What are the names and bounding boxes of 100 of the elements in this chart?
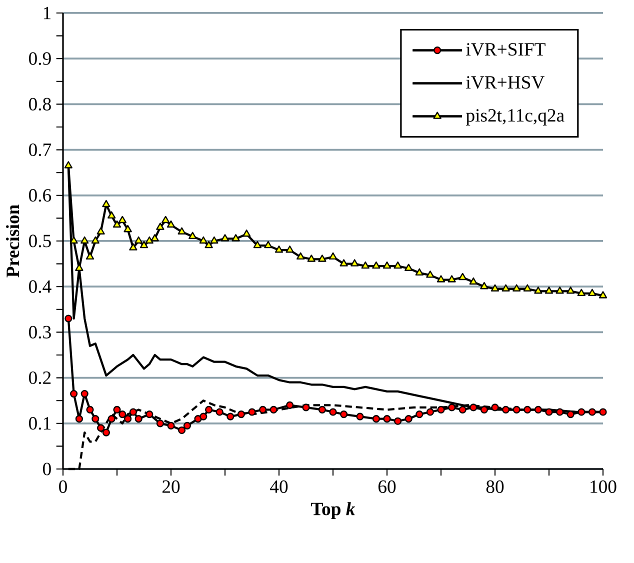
point [70,390,78,398]
point [545,408,553,416]
point [156,222,164,230]
point [140,240,148,248]
point [448,275,456,282]
point [102,428,110,436]
point [588,408,596,416]
point [318,254,326,262]
point [598,291,608,298]
point [118,410,126,418]
point [578,408,586,416]
point [216,408,224,416]
x-tick-label: 100 [590,480,616,493]
point [124,224,132,232]
point [502,284,510,292]
point [64,314,72,322]
point [226,412,234,420]
point [75,415,84,423]
y-tick-label: 0.3 [29,326,51,339]
point [416,410,424,418]
point [112,220,122,228]
point [470,404,478,412]
point [328,252,338,260]
point [286,401,294,409]
point [329,408,337,416]
point [108,415,116,423]
point [318,406,326,414]
legend-label: iVR+HSV [466,76,545,89]
x-tick-label: 40 [270,480,288,493]
point [134,415,142,423]
legend-label: iVR+SIFT [466,43,546,56]
point [108,211,116,219]
point [270,406,278,414]
y-tick-label: 1 [44,6,51,20]
point [588,288,596,296]
x-tick-label: 0 [59,480,67,493]
point [502,406,510,414]
y-tick-label: 0.8 [29,98,51,111]
point [259,406,267,414]
point [118,216,126,224]
point [302,404,310,412]
point [534,406,542,414]
point [167,422,175,430]
point [237,410,246,418]
point [480,406,488,414]
point [162,216,170,224]
point [92,415,100,423]
x-tick-label: 20 [162,480,180,493]
point [286,246,294,253]
point [534,286,542,294]
point [512,284,521,292]
point [491,404,499,412]
point [437,406,445,414]
x-tick-label: 80 [486,480,504,493]
point [296,252,305,260]
point [383,415,391,423]
point [458,272,467,280]
point [253,240,262,248]
point [404,264,413,271]
y-tick-label: 0.7 [29,143,52,156]
point [458,406,466,414]
point [394,417,402,425]
x-tick-label: 60 [378,480,396,493]
point [113,406,121,414]
point [96,227,105,234]
point [188,232,197,240]
point [361,261,370,269]
point [124,415,132,423]
point [350,259,359,266]
point [150,234,159,242]
point [524,406,532,414]
point [86,406,94,414]
point [97,424,105,432]
point [145,236,154,244]
point [204,240,213,248]
y-axis-title: Precision [6,204,20,278]
point [70,236,78,244]
point [340,410,348,418]
point [307,254,316,262]
point [566,286,575,294]
point [91,236,100,244]
point [436,275,446,282]
point [242,230,251,237]
point [394,261,402,269]
y-tick-label: 0.4 [29,280,52,293]
point [86,252,94,260]
point [426,408,434,416]
point [523,284,532,292]
point [356,412,364,420]
point [599,408,607,416]
y-tick-label: 0 [43,462,51,476]
point [404,415,412,423]
point [220,234,230,242]
point [80,390,88,398]
point [166,220,176,228]
point [426,270,434,278]
y-tick-label: 0.6 [29,189,52,202]
x-axis-title: Top k [311,502,356,520]
point [178,426,186,434]
point [448,404,456,412]
